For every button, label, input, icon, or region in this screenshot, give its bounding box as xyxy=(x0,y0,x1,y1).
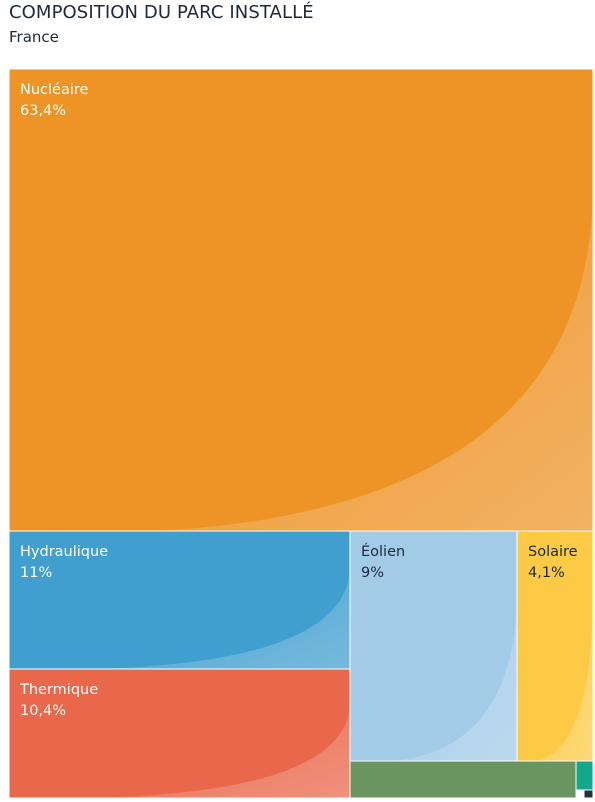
tile-autre[interactable] xyxy=(575,760,594,791)
tile-sheen-thermique xyxy=(94,701,350,798)
tile-hydraulique[interactable]: Hydraulique 11% xyxy=(8,530,351,670)
tile-label-solaire: Solaire xyxy=(528,544,578,560)
tile-bioenergies[interactable] xyxy=(349,760,577,799)
tile-label-eolien: Éolien xyxy=(361,543,405,560)
chart-title: COMPOSITION DU PARC INSTALLÉ xyxy=(9,2,314,23)
tile-solaire[interactable]: Solaire 4,1% xyxy=(516,530,594,762)
tile-value-thermique: 10,4% xyxy=(20,703,66,719)
tile-value-hydraulique: 11% xyxy=(20,565,52,581)
tile-value-nucleaire: 63,4% xyxy=(20,103,66,119)
tile-label-hydraulique: Hydraulique xyxy=(20,544,108,560)
tile-thermique[interactable]: Thermique 10,4% xyxy=(8,668,351,799)
tile-label-nucleaire: Nucléaire xyxy=(20,82,89,98)
tile-value-eolien: 9% xyxy=(361,565,384,581)
tile-label-thermique: Thermique xyxy=(19,682,98,698)
tile-autre-2[interactable] xyxy=(583,789,594,799)
tile-sheen-solaire xyxy=(536,588,593,761)
tile-value-solaire: 4,1% xyxy=(528,565,565,581)
tile-eolien[interactable]: Éolien 9% xyxy=(349,530,518,762)
tile-nucleaire[interactable]: Nucléaire 63,4% xyxy=(8,68,594,532)
tile-sheen-eolien xyxy=(391,588,517,761)
tile-rect-autre-2 xyxy=(583,789,594,799)
tile-sheen-hydraulique xyxy=(94,565,350,669)
tile-rect-bioenergies xyxy=(349,760,577,799)
tile-rect-autre xyxy=(575,760,594,791)
tile-sheen-nucleaire xyxy=(155,184,593,531)
chart-subtitle: France xyxy=(9,28,59,46)
